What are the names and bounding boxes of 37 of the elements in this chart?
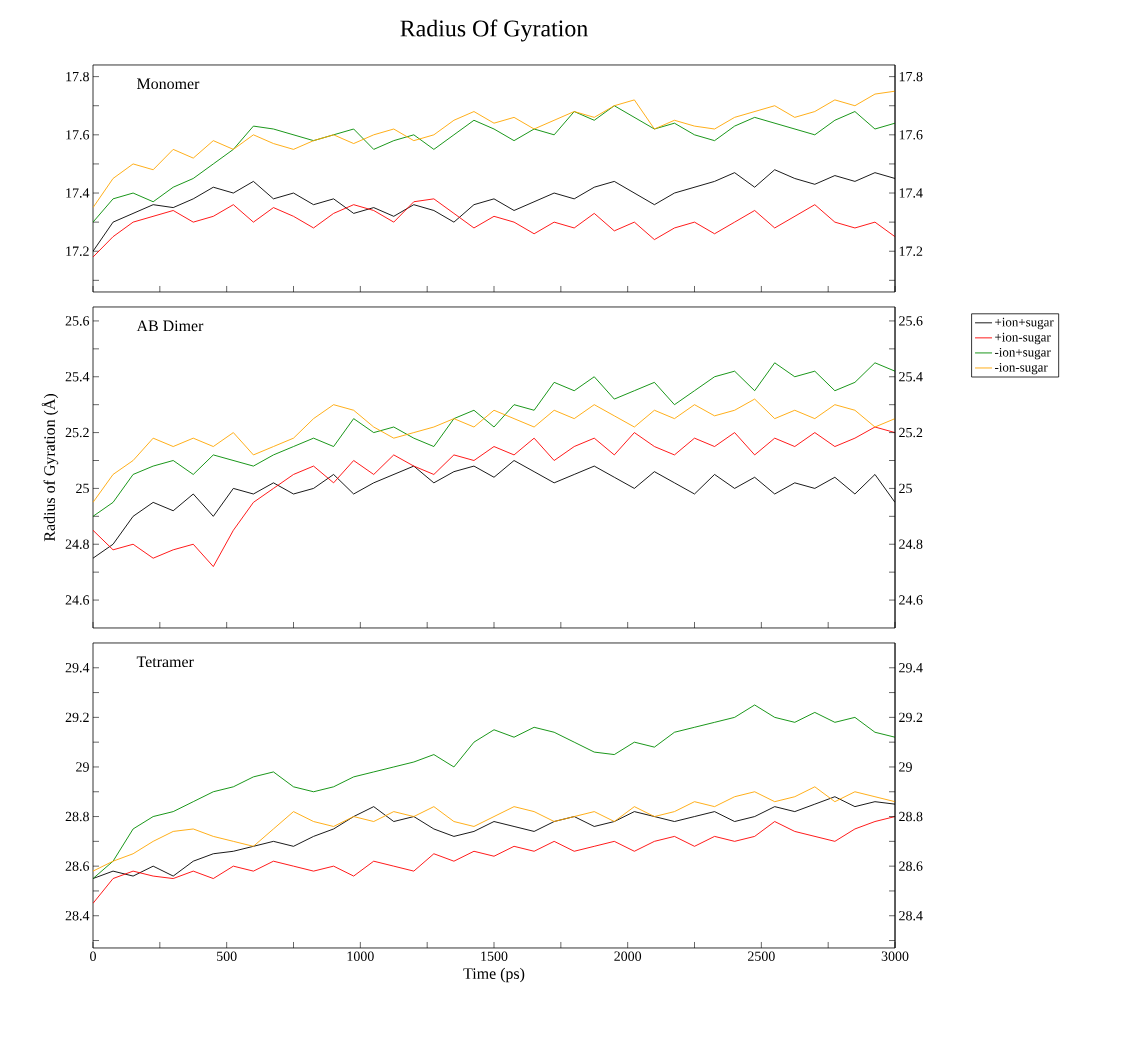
y-tick-label: 17.2 xyxy=(66,246,89,256)
y-tick-label: 24.8 xyxy=(65,539,89,549)
chart-title: Radius Of Gyration xyxy=(400,19,588,42)
annotation: Tetramer xyxy=(136,656,194,668)
legend-label: -ion-sugar xyxy=(994,362,1048,375)
x-tick-label: 3000 xyxy=(881,951,909,961)
x-tick-label: 2500 xyxy=(748,951,775,961)
y-tick-label: 25.6 xyxy=(65,316,90,326)
y-tick-label: 29.4 xyxy=(899,663,923,673)
x-tick-label: 0 xyxy=(90,951,96,961)
line-series xyxy=(93,704,896,879)
y-tick-label: 25 xyxy=(76,483,89,494)
line-series xyxy=(93,426,896,568)
y-tick-label: 25.4 xyxy=(65,372,90,382)
x-tick-label: 1000 xyxy=(347,951,374,961)
y-tick-label: 24.6 xyxy=(65,595,90,605)
y-tick-label: 17.4 xyxy=(66,188,90,198)
annotation: AB Dimer xyxy=(136,320,204,332)
y-tick-label: 29.2 xyxy=(899,712,923,723)
y-tick-label: 17.8 xyxy=(66,71,89,82)
y-tick-label: 28.6 xyxy=(899,861,923,871)
x-axis-title: Time (ps) xyxy=(463,967,525,983)
legend-label: -ion+sugar xyxy=(994,347,1051,360)
legend-label: +ion+sugar xyxy=(995,317,1054,330)
x-tick-label: 1500 xyxy=(481,951,508,961)
y-axis-title: Radius of Gyration (Å) xyxy=(41,394,59,542)
legend-label: +ion-sugar xyxy=(995,332,1051,345)
y-tick-label: 28.8 xyxy=(899,811,923,822)
line-series xyxy=(93,398,896,503)
line-series xyxy=(93,786,896,872)
annotation: Monomer xyxy=(136,78,200,90)
y-tick-label: 29 xyxy=(899,762,912,772)
x-tick-label: 2000 xyxy=(614,951,642,961)
x-tick-label: 500 xyxy=(217,951,237,961)
y-tick-label: 28.4 xyxy=(899,911,923,921)
y-tick-label: 25.2 xyxy=(65,427,89,438)
y-tick-label: 17.6 xyxy=(66,130,90,140)
